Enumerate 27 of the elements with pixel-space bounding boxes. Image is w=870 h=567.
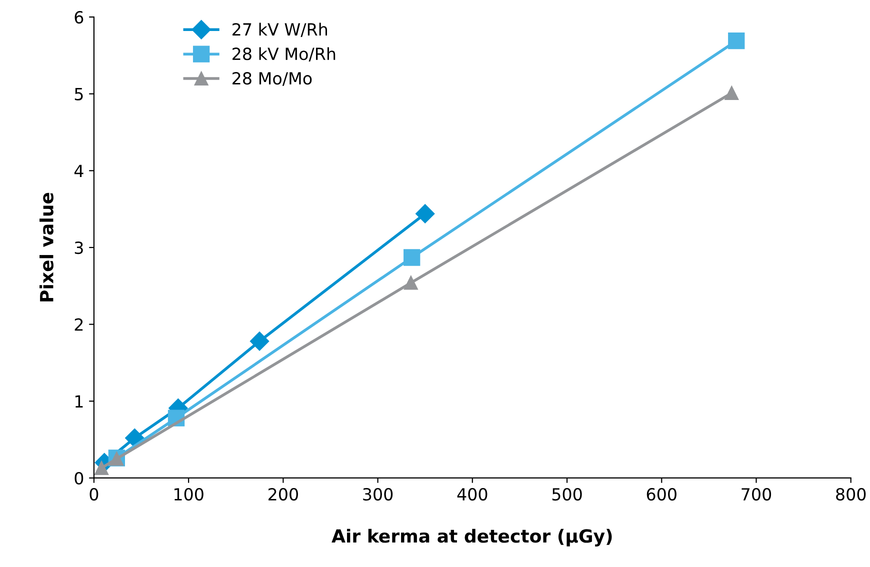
x-tick-label: 400 xyxy=(457,488,488,501)
x-tick-label: 600 xyxy=(646,488,676,501)
y-tick-label: 5 xyxy=(74,88,83,100)
x-tick-label: 700 xyxy=(742,488,772,501)
x-tick-label: 800 xyxy=(836,488,866,501)
y-tick-label: 3 xyxy=(74,241,83,254)
legend-label: 28 kV Mo/Rh xyxy=(232,47,336,62)
x-tick-label: 200 xyxy=(268,488,298,501)
y-tick-label: 2 xyxy=(74,318,83,331)
y-axis-title: Pixel value xyxy=(39,192,54,302)
x-tick-label: 0 xyxy=(90,488,98,501)
x-axis-title: Air kerma at detector (µGy) xyxy=(332,528,612,546)
y-tick-label: 6 xyxy=(74,10,84,24)
point xyxy=(404,249,420,266)
y-tick-label: 1 xyxy=(75,395,83,408)
y-tick-label: 0 xyxy=(74,472,84,485)
point xyxy=(404,276,418,290)
point xyxy=(416,204,435,224)
x-tick-label: 100 xyxy=(174,488,204,501)
point xyxy=(724,86,739,100)
point xyxy=(250,332,270,351)
point xyxy=(728,32,745,50)
legend-label: 28 Mo/Mo xyxy=(232,72,312,86)
x-tick-label: 300 xyxy=(363,488,393,501)
legend-label: 27 kV W/Rh xyxy=(232,22,327,37)
x-tick-label: 500 xyxy=(552,488,582,501)
y-tick-label: 4 xyxy=(74,164,84,177)
